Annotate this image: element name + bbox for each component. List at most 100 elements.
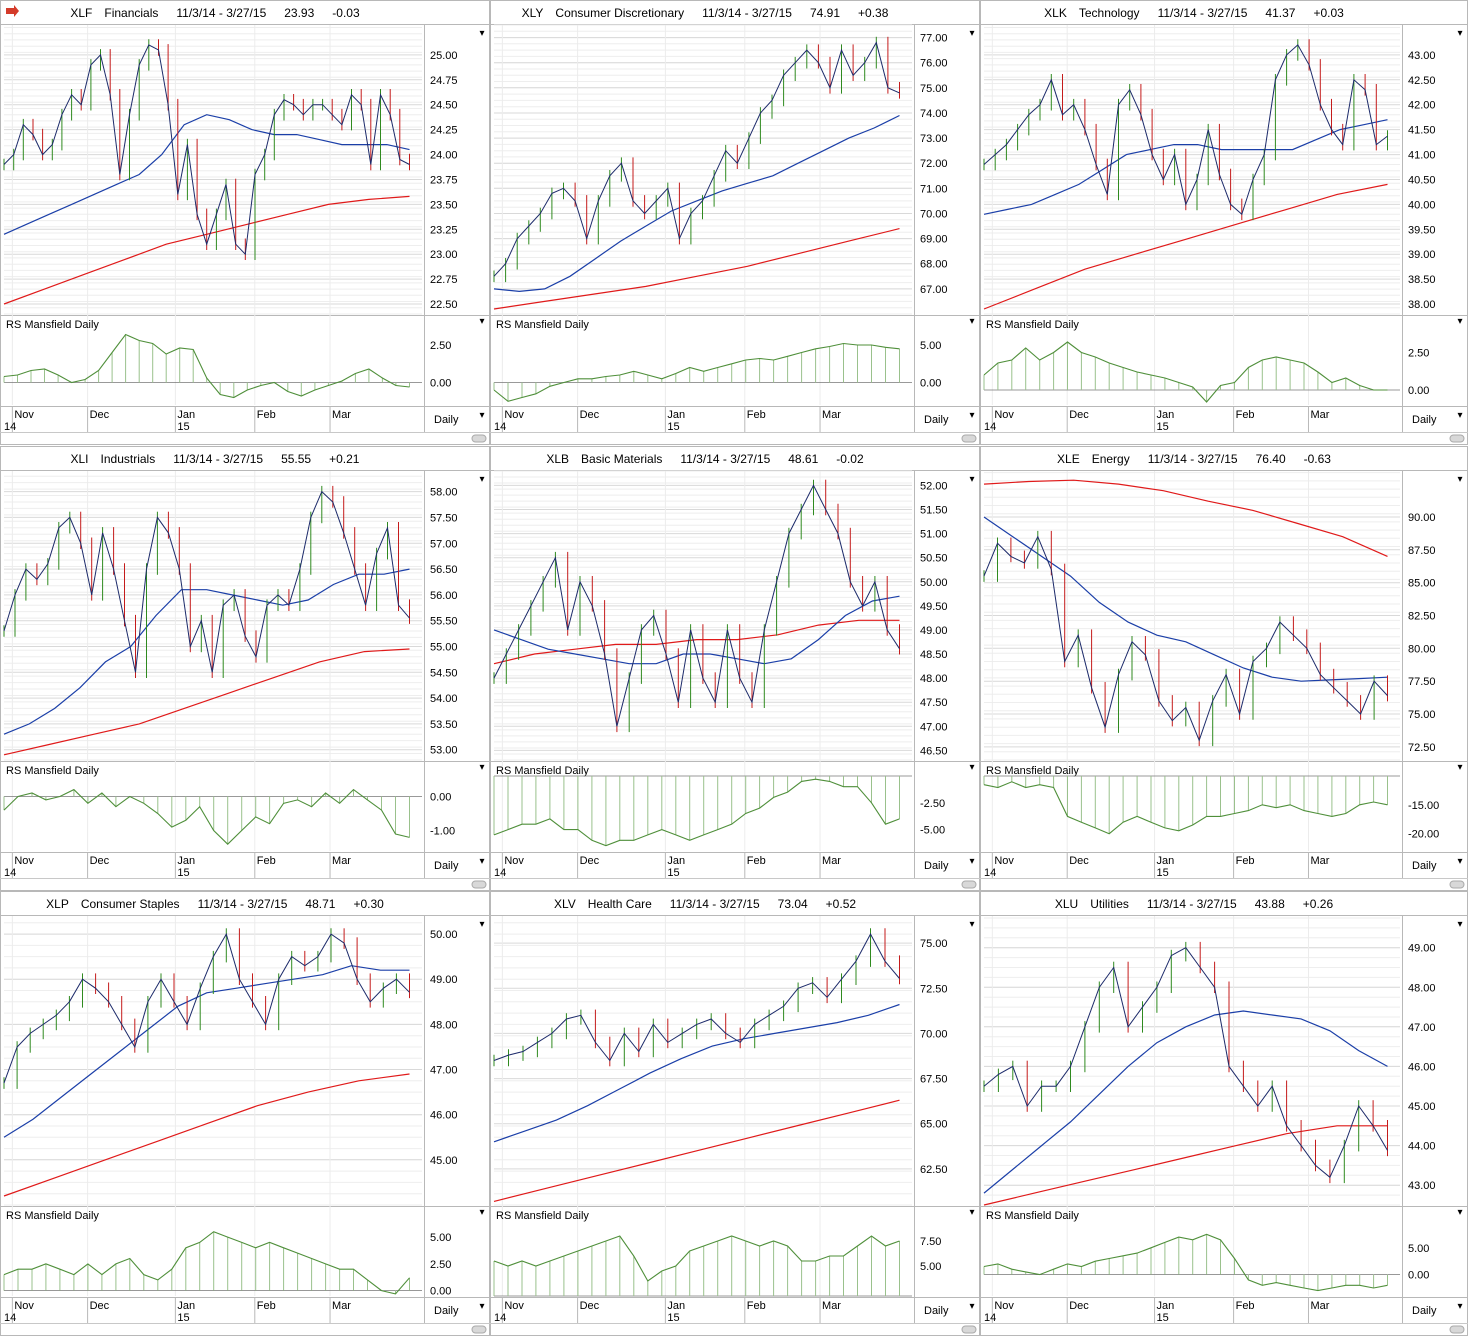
panel-frame — [980, 0, 1468, 445]
period-label: Daily — [924, 860, 949, 872]
rs-tick-label: 2.50 — [430, 340, 451, 352]
sma200-line — [983, 479, 1388, 557]
month-label: Mar — [332, 409, 351, 421]
y-tick-label: 48.50 — [920, 649, 948, 661]
header-symbol: XLI — [71, 452, 89, 466]
header-name: Basic Materials — [581, 452, 662, 466]
header-price-change: +0.52 — [826, 897, 857, 911]
panel-frame — [980, 446, 1468, 891]
rs-tick-label: 5.00 — [920, 340, 941, 352]
header-name: Industrials — [101, 452, 156, 466]
rs-tick-label: 5.00 — [430, 1232, 451, 1244]
month-label: Mar — [332, 855, 351, 867]
rs-tick-label: -15.00 — [1408, 800, 1439, 812]
header-last-price: 55.55 — [281, 452, 311, 466]
chart-header: XLK Technology 11/3/14 - 3/27/15 41.37 +0.03 — [1044, 6, 1344, 20]
month-label: Dec — [1069, 409, 1089, 421]
year-label: 14 — [494, 867, 506, 879]
price-line — [983, 947, 1388, 1179]
month-label: Feb — [747, 855, 766, 867]
rs-line — [983, 781, 1388, 835]
price-line — [983, 44, 1388, 216]
y-tick-label: 49.00 — [430, 974, 458, 986]
year-label: 14 — [984, 867, 996, 879]
rs-line — [493, 778, 900, 847]
header-date-range: 11/3/14 - 3/27/15 — [702, 6, 792, 20]
month-label: Nov — [504, 855, 524, 867]
y-tick-label: 54.50 — [430, 667, 458, 679]
period-menu-icon: ▾ — [1457, 410, 1462, 421]
month-label: Feb — [1236, 855, 1255, 867]
period-menu-icon: ▾ — [969, 410, 974, 421]
month-label: Nov — [504, 1300, 524, 1312]
period-menu-icon: ▾ — [1457, 1301, 1462, 1312]
year-label: 14 — [984, 1312, 996, 1324]
month-label: Nov — [994, 855, 1014, 867]
y-tick-label: 43.00 — [1408, 50, 1436, 62]
price-line — [3, 932, 410, 1084]
y-tick-label: 76.00 — [920, 58, 948, 70]
year-label: 15 — [177, 867, 189, 879]
sma50-line — [3, 965, 410, 1138]
y-tick-label: 55.00 — [430, 641, 458, 653]
scroll-thumb — [1449, 434, 1465, 443]
header-last-price: 74.91 — [810, 6, 840, 20]
y-tick-label: 22.75 — [430, 274, 458, 286]
sma200-line — [493, 1099, 900, 1202]
rs-menu-icon: ▾ — [479, 762, 484, 773]
y-tick-label: 58.00 — [430, 487, 458, 499]
panel-frame — [0, 0, 490, 445]
y-tick-label: 40.50 — [1408, 174, 1436, 186]
month-label: Mar — [822, 1300, 841, 1312]
y-tick-label: 77.00 — [920, 33, 948, 45]
panel-menu-icon: ▾ — [969, 919, 974, 930]
panel-menu-icon: ▾ — [969, 28, 974, 39]
y-tick-label: 38.00 — [1408, 299, 1436, 311]
sma50-line — [983, 119, 1388, 215]
year-label: 14 — [4, 1312, 16, 1324]
y-tick-label: 51.50 — [920, 505, 948, 517]
month-label: Dec — [1069, 1300, 1089, 1312]
header-symbol: XLK — [1044, 6, 1067, 20]
header-name: Consumer Staples — [81, 897, 180, 911]
chart-header: XLV Health Care 11/3/14 - 3/27/15 73.04 +0.5… — [554, 897, 856, 911]
rs-label: RS Mansfield Daily — [496, 319, 589, 331]
header-last-price: 23.93 — [284, 6, 314, 20]
period-menu-icon: ▾ — [479, 410, 484, 421]
chart-panel-xly: XLY Consumer Discretionary 11/3/14 - 3/27/… — [490, 0, 980, 445]
month-label: Dec — [580, 855, 600, 867]
sma200-line — [983, 1125, 1388, 1206]
rs-tick-label: 0.00 — [920, 378, 941, 390]
year-label: 15 — [667, 1312, 679, 1324]
header-date-range: 11/3/14 - 3/27/15 — [198, 897, 288, 911]
y-tick-label: 49.00 — [920, 625, 948, 637]
chart-panel-xle: XLE Energy 11/3/14 - 3/27/15 76.40 -0.63 ▾ ▾ 90… — [980, 446, 1468, 891]
chart-panel-xlp: XLP Consumer Staples 11/3/14 - 3/27/15 48.7… — [0, 891, 490, 1336]
year-label: 15 — [1157, 1312, 1169, 1324]
header-date-range: 11/3/14 - 3/27/15 — [1147, 897, 1237, 911]
y-tick-label: 67.50 — [920, 1074, 948, 1086]
period-label: Daily — [1412, 1305, 1437, 1317]
panel-frame — [490, 446, 980, 891]
month-label: Jan — [1157, 409, 1175, 421]
header-price-change: -0.63 — [1304, 452, 1332, 466]
scroll-thumb — [961, 1325, 977, 1334]
y-tick-label: 67.00 — [920, 284, 948, 296]
period-label: Daily — [1412, 860, 1437, 872]
y-tick-label: 47.00 — [1408, 1022, 1436, 1034]
year-label: 15 — [1157, 421, 1169, 433]
y-tick-label: 48.00 — [430, 1019, 458, 1031]
y-tick-label: 82.50 — [1408, 611, 1436, 623]
panel-frame — [980, 891, 1468, 1336]
month-label: Jan — [177, 1300, 195, 1312]
y-tick-label: 72.50 — [920, 983, 948, 995]
y-tick-label: 56.50 — [430, 564, 458, 576]
y-tick-label: 55.50 — [430, 616, 458, 628]
y-tick-label: 90.00 — [1408, 512, 1436, 524]
chart-panel-xlb: XLB Basic Materials 11/3/14 - 3/27/15 48.61… — [490, 446, 980, 891]
month-label: Jan — [177, 855, 195, 867]
month-label: Feb — [747, 409, 766, 421]
header-symbol: XLE — [1057, 452, 1080, 466]
header-date-range: 11/3/14 - 3/27/15 — [1148, 452, 1238, 466]
y-tick-label: 80.00 — [1408, 643, 1436, 655]
